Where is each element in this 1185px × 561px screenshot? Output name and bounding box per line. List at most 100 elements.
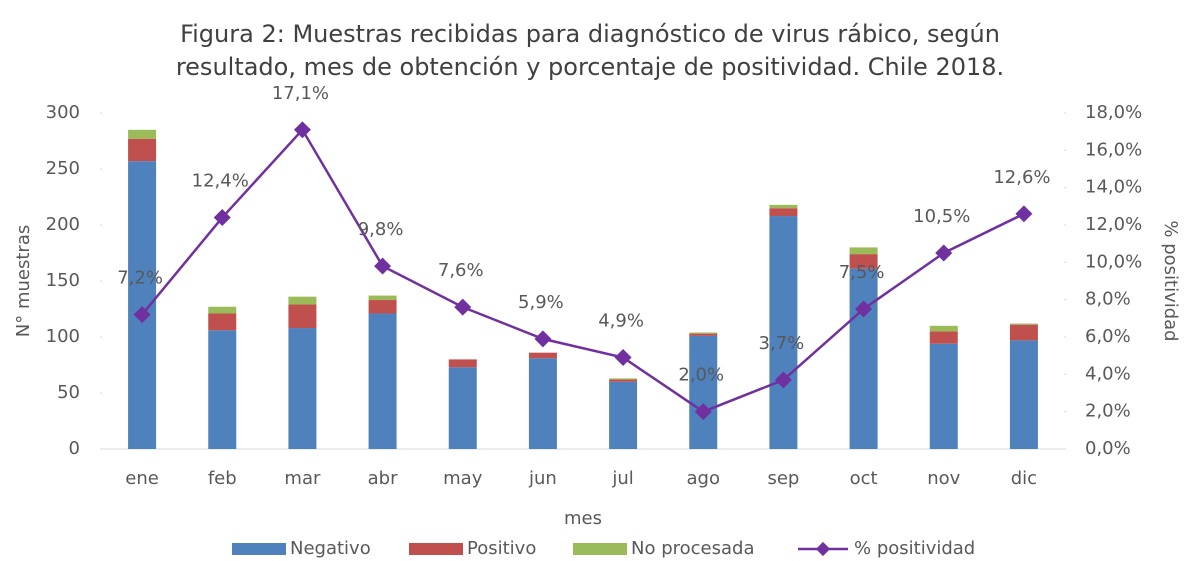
bar-segment xyxy=(929,325,958,332)
legend-swatch xyxy=(573,543,627,555)
y-tick-label: 100 xyxy=(46,326,80,347)
y2-tick-label: 8,0% xyxy=(1085,289,1131,310)
bar-segment xyxy=(849,268,878,449)
x-tick-label: dic xyxy=(1011,468,1037,489)
data-label: 17,1% xyxy=(272,83,329,104)
bar-segment xyxy=(929,343,958,449)
marker xyxy=(374,257,392,275)
bar-segment xyxy=(128,161,157,449)
y2-tick-label: 16,0% xyxy=(1085,139,1142,160)
bar-segment xyxy=(849,247,878,255)
legend-label: % positividad xyxy=(854,538,975,559)
y2-tick-label: 6,0% xyxy=(1085,326,1131,347)
bar-segment xyxy=(929,331,958,344)
data-label: 9,8% xyxy=(358,219,404,240)
y2-tick-label: 18,0% xyxy=(1085,102,1142,123)
bar-segment xyxy=(128,138,157,162)
bar-segment xyxy=(1009,324,1038,341)
line xyxy=(141,127,1025,414)
x-tick-label: ene xyxy=(125,468,159,489)
bar-segment xyxy=(448,367,477,449)
bar-segment xyxy=(208,313,237,331)
legend-label: No procesada xyxy=(631,538,754,559)
bar-segment xyxy=(769,216,798,449)
bar-segment xyxy=(609,381,638,449)
bar-segment xyxy=(689,333,718,336)
x-tick-label: jul xyxy=(611,468,633,489)
bar-segment xyxy=(208,330,237,449)
data-label: 2,0% xyxy=(678,365,724,386)
y2-tick-label: 10,0% xyxy=(1085,251,1142,272)
bar-segment xyxy=(288,296,317,305)
marker xyxy=(213,209,231,227)
bar-segment xyxy=(609,379,638,382)
chart-title: Figura 2: Muestras recibidas para diagnó… xyxy=(180,20,1000,48)
y-tick-label: 200 xyxy=(46,214,80,235)
x-tick-label: may xyxy=(443,468,483,489)
marker xyxy=(454,298,472,316)
bar-segment xyxy=(528,352,557,359)
data-label: 10,5% xyxy=(913,206,970,227)
data-label: 12,4% xyxy=(192,171,249,192)
marker xyxy=(1015,205,1033,223)
x-tick-label: abr xyxy=(368,468,398,489)
y2-tick-label: 0,0% xyxy=(1085,438,1131,459)
y2-tick-label: 2,0% xyxy=(1085,401,1131,422)
data-label: 5,9% xyxy=(518,292,564,313)
bar-segment xyxy=(288,328,317,449)
y-tick-label: 0 xyxy=(69,438,80,459)
y2-tick-label: 4,0% xyxy=(1085,363,1131,384)
x-tick-label: oct xyxy=(850,468,878,489)
legend-label: Negativo xyxy=(290,538,371,559)
data-label: 7,2% xyxy=(117,268,163,289)
marker xyxy=(534,330,552,348)
data-label: 12,6% xyxy=(993,167,1050,188)
data-label: 7,5% xyxy=(839,262,885,283)
bar-segment xyxy=(1009,340,1038,449)
x-tick-label: nov xyxy=(927,468,960,489)
legend-swatch xyxy=(409,543,463,555)
y-tick-label: 50 xyxy=(57,382,80,403)
data-label: 7,6% xyxy=(438,260,484,281)
legend-marker xyxy=(815,541,831,557)
marker xyxy=(855,300,873,318)
legend-label: Positivo xyxy=(467,538,536,559)
x-tick-label: mar xyxy=(284,468,321,489)
data-label: 4,9% xyxy=(598,311,644,332)
y-tick-label: 150 xyxy=(46,270,80,291)
y-tick-label: 300 xyxy=(46,102,80,123)
x-axis-title: mes xyxy=(564,508,602,529)
bar-segment xyxy=(448,359,477,368)
bar-segment xyxy=(689,335,718,449)
x-tick-label: sep xyxy=(767,468,799,489)
bar-segment xyxy=(689,332,718,334)
y-tick-label: 250 xyxy=(46,158,80,179)
bar-segment xyxy=(609,378,638,380)
bar-segment xyxy=(769,208,798,217)
marker xyxy=(293,121,311,139)
marker xyxy=(133,306,151,324)
marker xyxy=(694,403,712,421)
bar-segment xyxy=(128,129,157,139)
bar-segment xyxy=(288,304,317,329)
marker xyxy=(614,349,632,367)
bar-segment xyxy=(769,204,798,209)
x-tick-label: jun xyxy=(528,468,557,489)
bar-segment xyxy=(1009,323,1038,325)
x-tick-label: ago xyxy=(687,468,720,489)
bar-segment xyxy=(368,295,397,301)
y2-tick-label: 14,0% xyxy=(1085,177,1142,198)
marker xyxy=(774,371,792,389)
chart-title: resultado, mes de obtención y porcentaje… xyxy=(176,53,1004,81)
marker xyxy=(935,244,953,262)
bar-segment xyxy=(208,306,237,314)
data-label: 3,7% xyxy=(759,333,805,354)
bar-segment xyxy=(849,254,878,269)
bar-segment xyxy=(368,300,397,314)
y2-tick-label: 12,0% xyxy=(1085,214,1142,235)
y-axis-title: N° muestras xyxy=(13,225,34,337)
bar-segment xyxy=(368,313,397,449)
y2-axis-title: % positividad xyxy=(1160,220,1181,341)
bar-segment xyxy=(528,358,557,449)
